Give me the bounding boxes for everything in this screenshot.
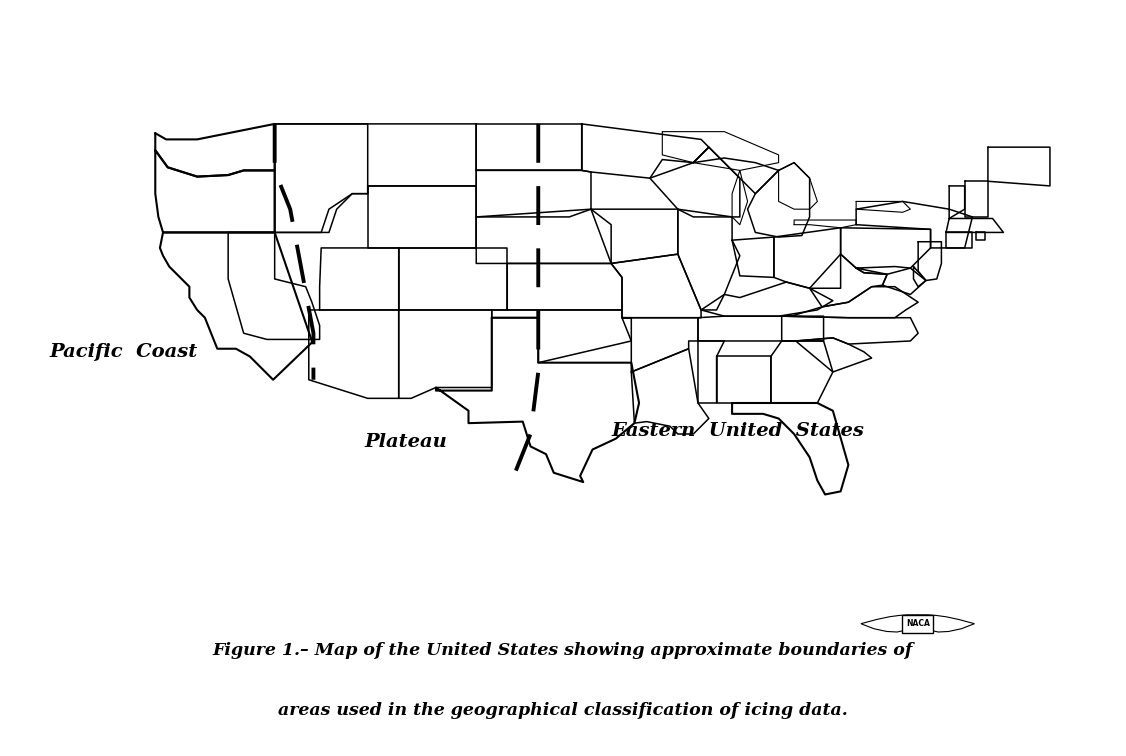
- FancyBboxPatch shape: [902, 615, 933, 634]
- Text: Plateau: Plateau: [364, 433, 447, 451]
- Text: Eastern  United  States: Eastern United States: [611, 422, 864, 440]
- Text: areas used in the geographical classification of icing data.: areas used in the geographical classific…: [278, 702, 848, 719]
- Text: Figure 1.– Map of the United States showing approximate boundaries of: Figure 1.– Map of the United States show…: [213, 642, 913, 659]
- Text: Pacific  Coast: Pacific Coast: [50, 342, 198, 361]
- Text: NACA: NACA: [905, 619, 930, 628]
- Polygon shape: [918, 615, 974, 632]
- Polygon shape: [861, 615, 918, 632]
